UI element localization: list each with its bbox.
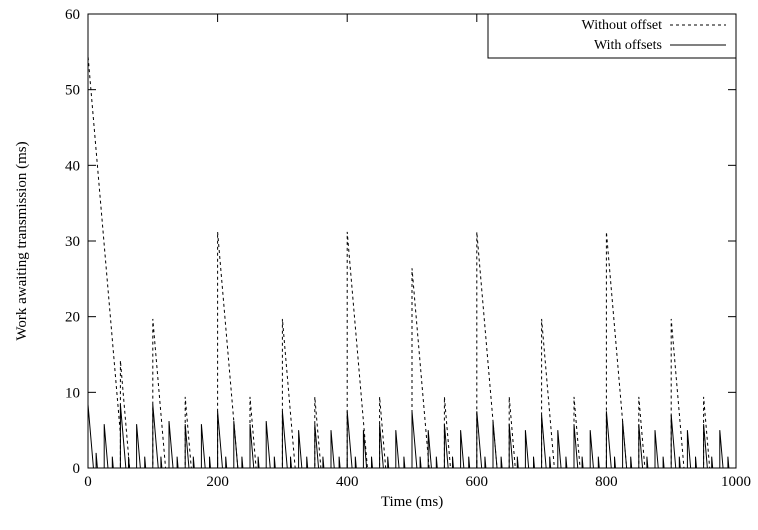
y-tick-label-60: 60 [65, 7, 80, 23]
x-axis-label: Time (ms) [381, 494, 443, 510]
legend-label-with-offsets: With offsets [594, 38, 662, 53]
x-tick-label-1000: 1000 [721, 474, 751, 490]
x-tick-label-400: 400 [336, 474, 359, 490]
series-line-without-offset [87, 55, 711, 469]
y-tick-label-20: 20 [65, 310, 80, 326]
x-tick-label-800: 800 [595, 474, 618, 490]
ticks-layer: 0 200 400 600 800 1000 0 10 20 30 40 50 60 [65, 7, 751, 490]
y-tick-label-0: 0 [73, 461, 81, 477]
x-tick-label-600: 600 [466, 474, 489, 490]
y-tick-label-40: 40 [65, 158, 80, 174]
y-tick-label-50: 50 [65, 83, 80, 99]
legend-box [487, 13, 737, 59]
x-tick-label-0: 0 [84, 474, 92, 490]
legend: Without offset With offsets [487, 13, 737, 59]
y-axis-label: Work awaiting transmission (ms) [14, 141, 30, 340]
y-tick-label-10: 10 [65, 385, 80, 401]
x-tick-label-200: 200 [206, 474, 229, 490]
series-layer [87, 55, 736, 469]
y-tick-label-30: 30 [65, 234, 80, 250]
legend-label-without-offset: Without offset [582, 18, 663, 33]
